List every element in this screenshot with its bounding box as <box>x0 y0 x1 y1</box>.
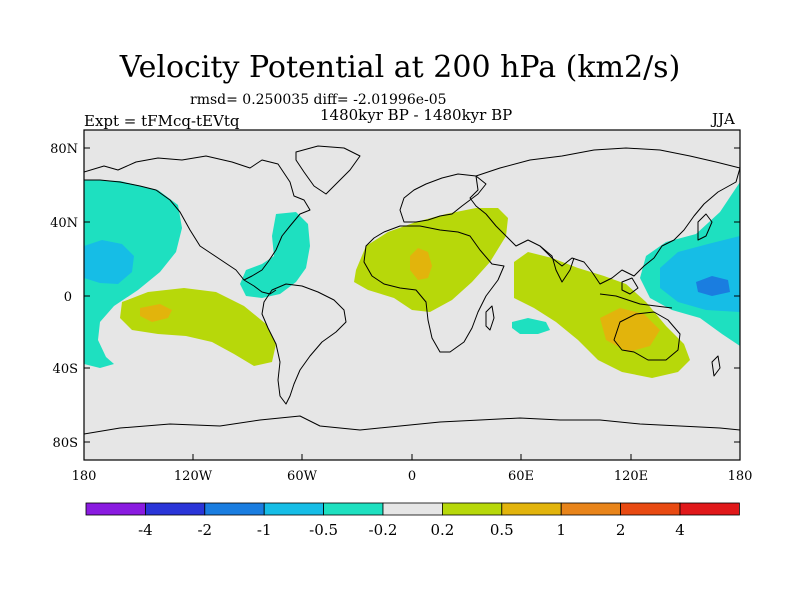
colorbar-swatch <box>85 502 146 516</box>
colorbar: -4 -2 -1 -0.5 -0.2 0.2 0.5 1 2 4 <box>85 502 740 539</box>
coast-antarctica <box>84 415 740 435</box>
colorbar-label: 4 <box>675 521 685 539</box>
lon-label-120w: 120W <box>174 469 213 484</box>
coastlines <box>84 145 740 435</box>
coast-greenland <box>295 145 361 195</box>
lat-label-80s: 80S <box>53 436 78 451</box>
colorbar-swatch <box>144 502 206 516</box>
period-label: 1480kyr BP - 1480kyr BP <box>320 106 513 124</box>
coast-north-america <box>84 155 311 281</box>
colorbar-label: 0.2 <box>430 521 454 539</box>
stats-label: rmsd= 0.250035 diff= -2.01996e-05 <box>190 92 447 108</box>
colorbar-swatch <box>204 502 265 516</box>
lat-label-40n: 40N <box>50 216 78 231</box>
coast-borneo <box>621 277 639 295</box>
contour-africa-core <box>410 248 432 280</box>
colorbar-label: -4 <box>138 521 153 539</box>
season-label: JJA <box>712 110 735 128</box>
colorbar-swatch <box>263 502 325 516</box>
colorbar-swatch <box>501 502 562 516</box>
lon-label-60e: 60E <box>508 469 534 484</box>
colorbar-swatch <box>620 502 681 516</box>
colorbar-swatch <box>679 502 740 516</box>
map-title: Velocity Potential at 200 hPa (km2/s) <box>119 50 681 85</box>
contour-s-pacific-core <box>140 304 172 322</box>
lon-tick-marks <box>83 454 741 460</box>
lon-label-0: 0 <box>408 469 416 484</box>
coast-asia <box>469 147 740 285</box>
contour-caribbean <box>240 212 310 298</box>
colorbar-label: 2 <box>616 521 626 539</box>
coast-europe <box>399 173 487 223</box>
colorbar-swatch <box>323 502 384 516</box>
colorbar-swatch <box>560 502 622 516</box>
colorbar-label: -0.2 <box>369 521 398 539</box>
colorbar-label: 0.5 <box>490 521 514 539</box>
experiment-label: Expt = tFMcq-tEVtq <box>84 112 240 130</box>
colorbar-swatch <box>441 502 503 516</box>
lat-label-80n: 80N <box>50 142 78 157</box>
colorbar-swatch <box>382 502 443 516</box>
contour-ne-pacific <box>84 180 182 368</box>
coast-africa <box>363 225 505 353</box>
contour-s-indian-cyan <box>512 318 550 334</box>
lat-label-40s: 40S <box>53 362 78 377</box>
coast-japan <box>697 213 713 241</box>
coast-india <box>539 245 575 283</box>
lon-label-180w: 180 <box>72 469 97 484</box>
lon-label-180e: 180 <box>728 469 753 484</box>
contour-w-pacific-max <box>696 276 730 296</box>
contour-ne-pacific-core <box>84 240 134 284</box>
coast-australia <box>613 311 681 361</box>
colorbar-label: -1 <box>257 521 272 539</box>
coast-south-america <box>261 283 347 405</box>
coast-indonesia <box>599 293 673 309</box>
coast-new-zealand <box>711 355 721 377</box>
coast-madagascar <box>485 305 495 331</box>
lon-label-60w: 60W <box>287 469 318 484</box>
coast-central-america <box>243 279 277 295</box>
colorbar-label: -0.5 <box>309 521 338 539</box>
colorbar-label: -2 <box>197 521 212 539</box>
lat-label-eq: 0 <box>64 290 72 305</box>
colorbar-label: 1 <box>556 521 566 539</box>
lon-label-120e: 120E <box>614 469 648 484</box>
lat-tick-marks <box>84 147 740 443</box>
